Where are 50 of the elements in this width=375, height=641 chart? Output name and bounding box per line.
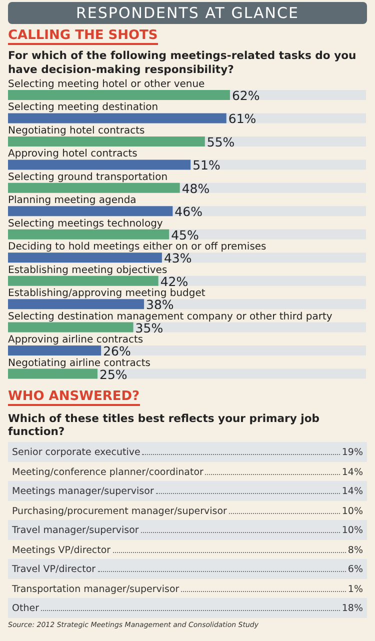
data-label: 61% [228, 111, 256, 126]
y-tick-label: Selecting meeting destination [8, 102, 158, 114]
y-tick-label: Negotiating hotel contracts [8, 125, 145, 136]
chart-subtitle: For which of the following meetings-related tasks do you have decision-making responsibility? [8, 49, 358, 77]
data-label: 48% [182, 180, 210, 196]
bar [8, 368, 98, 379]
data-label: 45% [171, 227, 200, 242]
data-label: 25% [100, 366, 128, 382]
category-label: Senior corporate executive [12, 446, 140, 460]
category-label: Purchasing/procurement manager/supervisor [12, 504, 227, 518]
data-label: 43% [164, 250, 192, 266]
y-tick-label: Approving airline contracts [8, 334, 144, 346]
data-label: 10% [342, 504, 363, 518]
category-label: Travel manager/supervisor [12, 524, 139, 538]
data-label: 26% [103, 344, 131, 359]
y-tick-label: Selecting destination management company or other third party [8, 311, 332, 322]
category-label: Meeting/conference planner/coordinator [12, 466, 204, 480]
text: RESPONDENTS AT GLANCE [8, 2, 367, 24]
data-label: 51% [192, 158, 220, 173]
category-label: Transportation manager/supervisor [12, 582, 180, 596]
y-tick-label: Deciding to hold meetings either on or off premises [8, 242, 266, 253]
category-label: Meetings VP/director [12, 544, 111, 558]
data-label: 1% [348, 582, 363, 596]
data-label: 14% [342, 466, 363, 480]
data-label: 10% [342, 524, 363, 538]
y-tick-label: Negotiating airline contracts [8, 358, 150, 369]
data-label: 8% [348, 544, 363, 558]
category-label: Other [12, 602, 39, 616]
y-tick-label: Planning meeting agenda [8, 195, 136, 206]
data-label: 35% [135, 320, 164, 336]
data-label: 14% [342, 485, 363, 499]
data-label: 46% [174, 204, 203, 220]
chart-title: CALLING THE SHOTS [8, 28, 158, 45]
data-label: 55% [206, 134, 235, 150]
y-tick-label: Approving hotel contracts [8, 148, 138, 160]
y-tick-label: Establishing meeting objectives [8, 264, 168, 276]
y-tick-label: Selecting meetings technology [8, 218, 163, 230]
data-label: 42% [160, 274, 188, 289]
category-label: Travel VP/director [12, 563, 96, 577]
data-label: 6% [348, 563, 363, 577]
category-label: Meetings manager/supervisor [12, 485, 154, 499]
data-label: 62% [232, 88, 260, 103]
data-label: 38% [146, 297, 174, 312]
data-label: 19% [342, 446, 363, 460]
text: WHO ANSWERED? [8, 389, 140, 406]
y-tick-label: Selecting ground transportation [8, 172, 168, 183]
y-tick-label: Establishing/approving meeting budget [8, 288, 206, 300]
data-label: 18% [342, 602, 363, 616]
text: Which of these titles best reflects your primary job function? [8, 412, 321, 438]
y-tick-label: Selecting meeting hotel or other venue [8, 79, 205, 90]
